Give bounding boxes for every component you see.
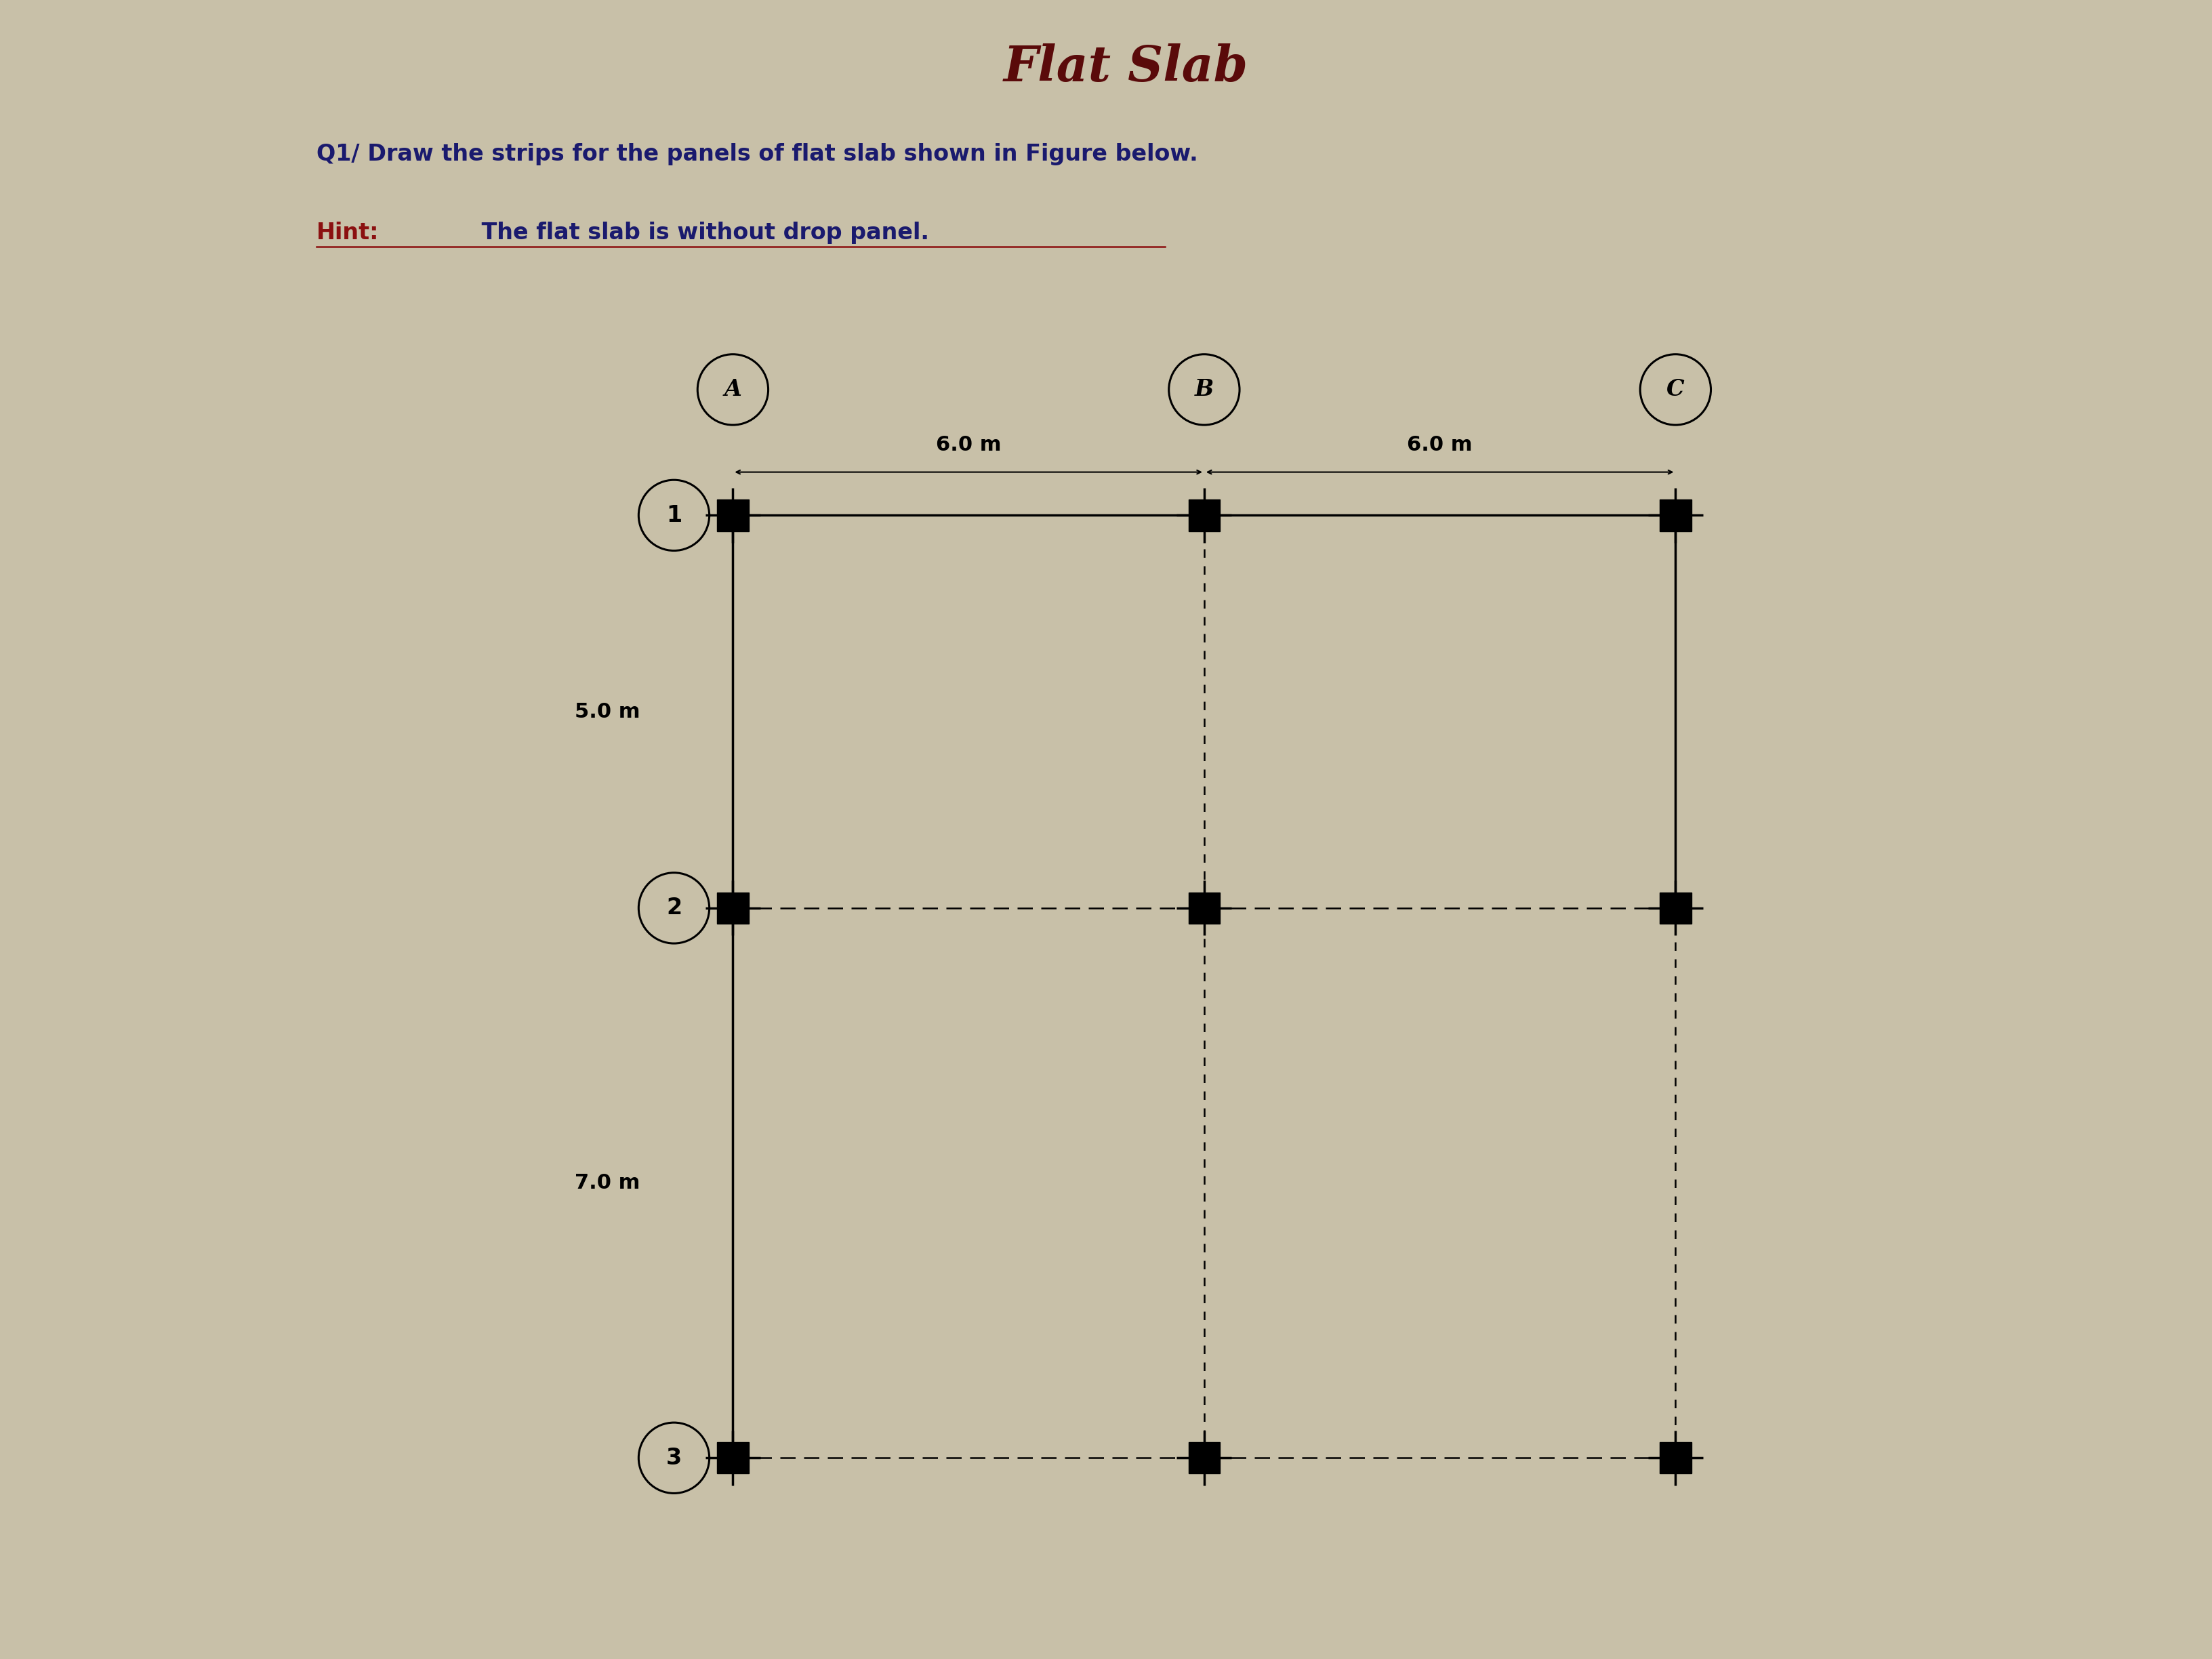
Text: 1: 1 bbox=[666, 504, 681, 526]
Bar bbox=[717, 1442, 748, 1473]
Bar bbox=[1188, 1442, 1219, 1473]
Text: C: C bbox=[1666, 378, 1686, 401]
Text: 3: 3 bbox=[666, 1447, 681, 1470]
Bar bbox=[1659, 1442, 1692, 1473]
Bar bbox=[1659, 893, 1692, 924]
Text: Q1/ Draw the strips for the panels of flat slab shown in Figure below.: Q1/ Draw the strips for the panels of fl… bbox=[316, 143, 1199, 166]
Bar bbox=[717, 893, 748, 924]
Text: 6.0 m: 6.0 m bbox=[1407, 435, 1473, 455]
Text: Hint:: Hint: bbox=[316, 221, 378, 244]
Text: B: B bbox=[1194, 378, 1214, 401]
Text: 2: 2 bbox=[666, 898, 681, 919]
Text: 5.0 m: 5.0 m bbox=[575, 702, 639, 722]
Bar bbox=[717, 499, 748, 531]
Bar bbox=[1659, 499, 1692, 531]
Text: The flat slab is without drop panel.: The flat slab is without drop panel. bbox=[473, 221, 929, 244]
Bar bbox=[1188, 893, 1219, 924]
Text: 6.0 m: 6.0 m bbox=[936, 435, 1002, 455]
Text: A: A bbox=[723, 378, 741, 401]
Bar bbox=[1188, 499, 1219, 531]
Text: Flat Slab: Flat Slab bbox=[1004, 43, 1248, 91]
Text: 7.0 m: 7.0 m bbox=[575, 1173, 639, 1193]
